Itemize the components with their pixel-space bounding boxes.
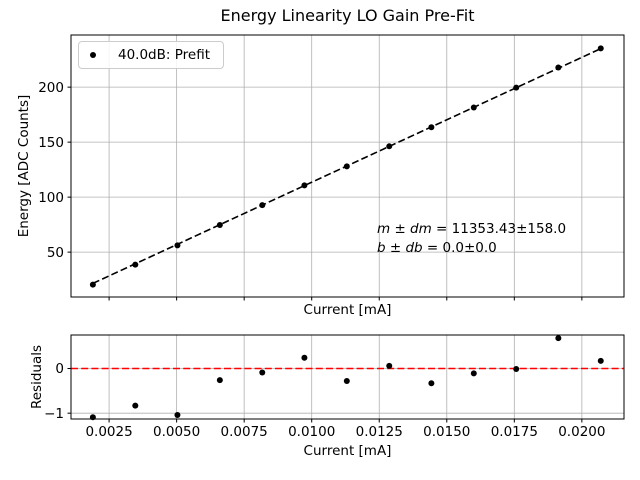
data-point — [174, 242, 181, 249]
data-point — [301, 354, 308, 361]
x-axis-label-top: Current [mA] — [303, 302, 392, 318]
legend: 40.0dB: Prefit — [78, 41, 224, 69]
data-point — [428, 124, 435, 131]
data-point — [343, 378, 350, 385]
axes-frame — [70, 334, 625, 420]
x-tick-label: 0.0075 — [221, 424, 268, 440]
data-point — [513, 365, 520, 372]
x-tick-label: 0.0100 — [288, 424, 335, 440]
data-point — [259, 202, 266, 209]
data-point — [555, 64, 562, 71]
data-point — [470, 104, 477, 111]
axes-1: 0.0025 0.0050 0.0075 0.0100 0.0125 0.0150 0.01… — [44, 334, 625, 440]
fit-annotation-line1-value: = 11353.43±158.0 — [431, 221, 567, 237]
y-tick-label: 100 — [38, 190, 64, 206]
legend-marker-icon — [90, 52, 96, 58]
fit-annotation: m ± dm = 11353.43±158.0 b ± db = 0.0±0.0 — [377, 220, 566, 257]
x-tick-label: 0.0200 — [558, 424, 605, 440]
x-tick-label: 0.0050 — [153, 424, 200, 440]
y-tick-label: −1 — [44, 406, 64, 422]
x-tick-label: 0.0175 — [491, 424, 538, 440]
data-point — [216, 221, 223, 228]
x-tick-label: 0.0025 — [85, 424, 132, 440]
y-tick-label: 0 — [55, 361, 64, 377]
fit-annotation-line2-var: b ± db — [377, 239, 423, 256]
chart-title: Energy Linearity LO Gain Pre-Fit — [220, 6, 475, 25]
x-axis-label-bottom: Current [mA] — [303, 443, 392, 459]
data-point — [513, 84, 520, 91]
data-point — [470, 370, 477, 377]
y-tick-label: 150 — [38, 135, 64, 151]
y-axis-label-residuals: Residuals — [29, 344, 45, 410]
data-point — [132, 402, 139, 409]
y-tick-label: 200 — [38, 80, 64, 96]
x-tick-label: 0.0125 — [356, 424, 403, 440]
y-tick-label: 50 — [47, 245, 64, 261]
data-point — [555, 335, 562, 342]
y-axis-label-energy: Energy [ADC Counts] — [16, 94, 32, 238]
data-point — [597, 45, 604, 52]
fit-annotation-line1-var: m ± dm — [377, 221, 432, 237]
x-tick-label: 0.0150 — [423, 424, 470, 440]
data-point — [89, 281, 96, 288]
data-point — [386, 362, 393, 369]
data-point — [597, 357, 604, 364]
legend-label: 40.0dB: Prefit — [118, 47, 210, 63]
data-point — [301, 182, 308, 189]
data-point — [386, 143, 393, 150]
fit-annotation-line1: m ± dm = 11353.43±158.0 — [377, 220, 566, 239]
fit-annotation-line2-value: = 0.0±0.0 — [422, 239, 497, 256]
data-point — [174, 411, 181, 418]
data-point — [343, 163, 350, 170]
fit-annotation-line2: b ± db = 0.0±0.0 — [377, 239, 566, 258]
data-point — [216, 377, 223, 384]
axes-frame — [70, 34, 625, 298]
data-point — [132, 261, 139, 268]
data-point — [259, 369, 266, 376]
axes-0: 50 100 150 200 — [38, 34, 625, 301]
data-point — [428, 380, 435, 387]
